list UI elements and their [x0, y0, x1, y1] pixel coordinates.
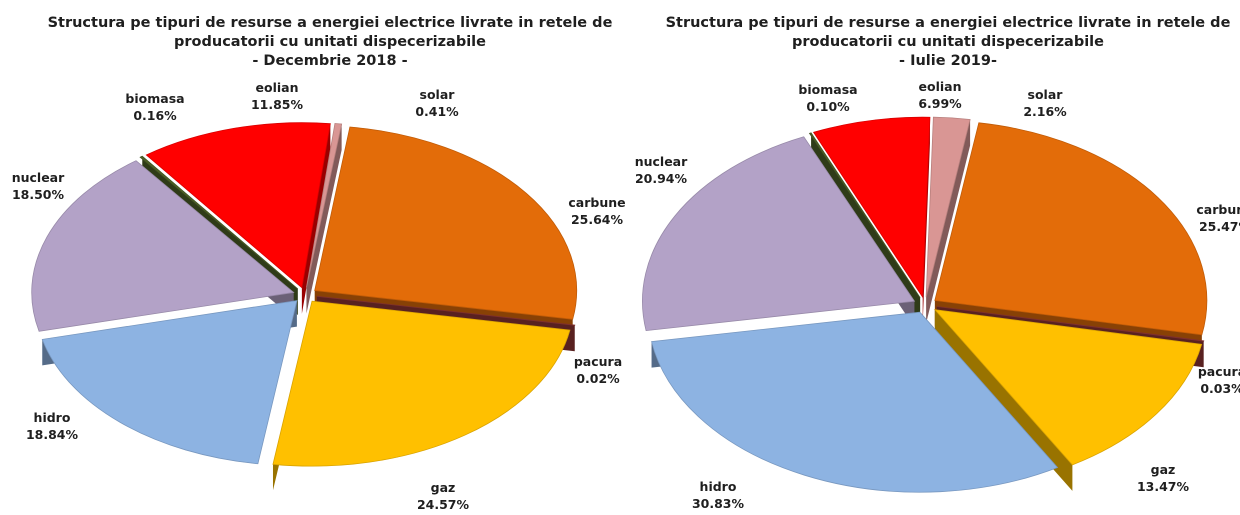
slice-value-label: 25.64%	[571, 212, 624, 227]
chart-subtitle: - Iulie 2019-	[899, 53, 997, 69]
pie-slice	[651, 311, 1059, 493]
slice-value-label: 13.47%	[1137, 479, 1190, 494]
slice-value-label: 0.03%	[1200, 381, 1240, 396]
pie-tops	[642, 116, 1208, 493]
slice-value-label: 20.94%	[635, 171, 688, 186]
pie-slice	[316, 295, 576, 326]
pie-slice	[925, 116, 971, 298]
slice-category-label: nuclear	[12, 170, 65, 185]
slice-value-label: 18.50%	[12, 187, 65, 202]
slice-category-label: biomasa	[125, 91, 184, 106]
pie-slice	[933, 309, 1203, 466]
chart-title: Structura pe tipuri de resurse a energie…	[47, 15, 613, 50]
pie-slice	[808, 132, 921, 298]
slice-value-label: 6.99%	[918, 96, 962, 111]
slice-value-label: 0.02%	[576, 371, 620, 386]
slice-category-label: solar	[1028, 87, 1064, 102]
pie-slice	[934, 122, 1208, 336]
slice-category-label: solar	[420, 87, 456, 102]
slice-category-label: gaz	[1151, 462, 1176, 477]
pie-slice	[642, 136, 916, 332]
slice-category-label: nuclear	[635, 154, 688, 169]
slice-category-label: carbune	[568, 195, 625, 210]
slice-value-label: 0.41%	[415, 104, 459, 119]
pie-slice-side	[306, 123, 342, 314]
slice-value-label: 25.47%	[1199, 219, 1240, 234]
pie-slice	[936, 306, 1205, 342]
pie-slice	[31, 160, 295, 332]
pie-slice	[306, 123, 343, 288]
slice-value-label: 11.85%	[251, 97, 304, 112]
slice-category-label: eolian	[919, 79, 962, 94]
slice-category-label: pacura	[574, 354, 622, 369]
slice-value-label: 0.16%	[133, 108, 177, 123]
slice-category-label: pacura	[1198, 364, 1240, 379]
slice-category-label: hidro	[34, 410, 71, 425]
pie	[642, 116, 1208, 515]
pie-slice	[272, 300, 571, 467]
chart-title-block: Structura pe tipuri de resurse a energie…	[40, 14, 620, 71]
pie-slice	[139, 155, 299, 290]
slice-category-label: carbune	[1196, 202, 1240, 217]
slice-category-label: biomasa	[798, 82, 857, 97]
slice-value-label: 24.57%	[417, 497, 470, 512]
chart-title: Structura pe tipuri de resurse a energie…	[665, 15, 1231, 50]
slice-category-label: eolian	[256, 80, 299, 95]
chart-subtitle: - Decembrie 2018 -	[252, 53, 408, 69]
slice-value-label: 2.16%	[1023, 104, 1067, 119]
pie-slice	[145, 122, 331, 289]
pie-tops	[31, 122, 578, 467]
slice-category-label: hidro	[700, 479, 737, 494]
slice-category-label: gaz	[431, 480, 456, 495]
pie-slice	[41, 300, 298, 465]
pie-slice	[314, 126, 578, 320]
pie	[31, 122, 578, 493]
slice-value-label: 0.10%	[806, 99, 850, 114]
pie-slice	[812, 116, 931, 299]
chart-title-block: Structura pe tipuri de resurse a energie…	[658, 14, 1238, 71]
slice-value-label: 30.83%	[692, 496, 745, 511]
slice-value-label: 18.84%	[26, 427, 79, 442]
